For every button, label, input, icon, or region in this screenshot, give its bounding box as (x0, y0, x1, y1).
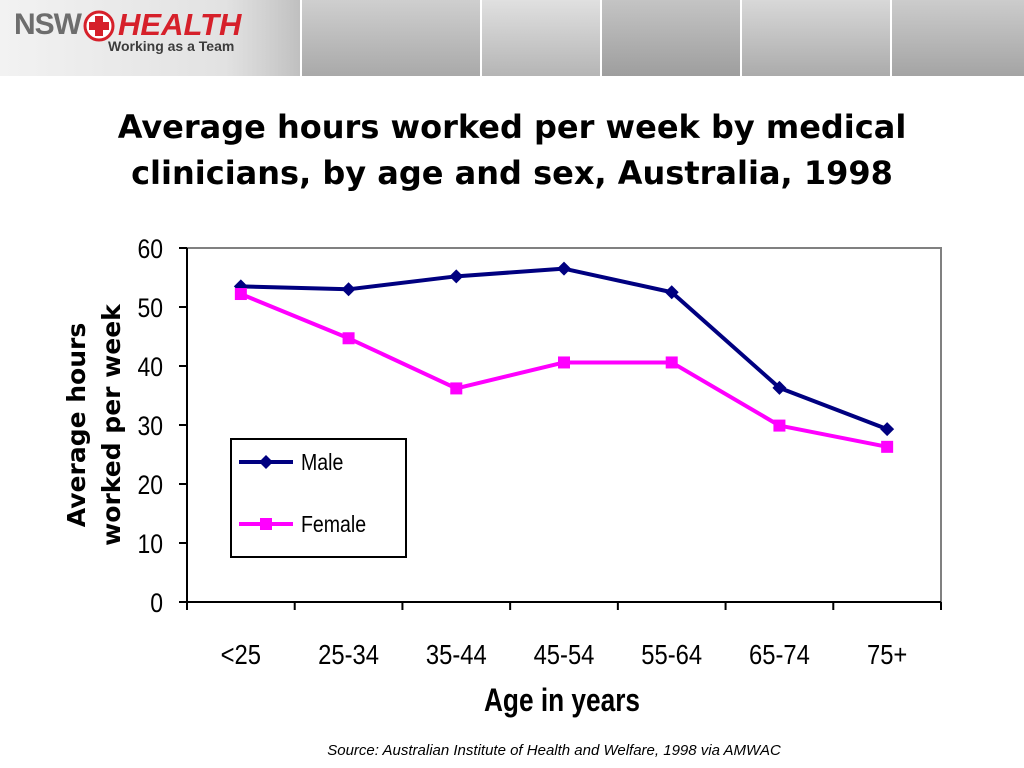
y-tick-label: 10 (137, 529, 163, 559)
logo-text-health: HEALTH (118, 7, 242, 42)
x-tick-label: 55-64 (641, 638, 702, 670)
banner-photo (600, 0, 742, 76)
legend-label: Male (301, 450, 343, 476)
banner-photo (300, 0, 482, 76)
data-point-marker (259, 455, 273, 469)
banner-photo (890, 0, 1024, 76)
data-point-marker (233, 279, 248, 294)
slide-title: Average hours worked per week by medical… (117, 108, 907, 192)
y-tick-label: 40 (137, 352, 163, 382)
axes: 0 10 20 30 40 50 60 <25 25-34 35-44 45-54 55-64 65-7… (137, 234, 942, 670)
data-point-marker (449, 269, 464, 284)
data-point-marker (664, 285, 679, 300)
logo: NSW HEALTH Working as a Team (0, 0, 300, 76)
x-tick-label: 25-34 (318, 638, 379, 670)
series-layer (233, 261, 895, 453)
data-point-marker (342, 332, 355, 345)
legend-label: Female (301, 512, 366, 538)
waratah-cross-icon (83, 10, 115, 42)
series-male (233, 261, 895, 437)
legend: Male Female (230, 438, 407, 558)
data-point-marker (772, 380, 787, 395)
x-tick-label: 65-74 (749, 638, 810, 670)
y-tick-label: 60 (137, 234, 163, 264)
data-point-marker (665, 356, 678, 369)
data-point-marker (558, 356, 570, 369)
y-tick-label: 30 (137, 411, 163, 441)
data-point-marker (341, 282, 356, 297)
legend-box (230, 438, 407, 558)
data-point-marker (773, 419, 786, 432)
data-point-marker (260, 518, 272, 530)
y-axis-label-line: worked per week (97, 303, 126, 546)
y-tick-label: 50 (137, 293, 163, 323)
header-banner: NSW HEALTH Working as a Team (0, 0, 1024, 76)
series-line (240, 266, 888, 431)
logo-text-nsw: NSW (14, 8, 82, 41)
logo-tagline: Working as a Team (108, 38, 235, 54)
y-tick-label: 0 (150, 588, 163, 618)
data-point-marker (450, 382, 463, 395)
banner-photo (480, 0, 602, 76)
series-female (234, 288, 894, 453)
x-tick-label: 45-54 (534, 638, 595, 670)
source-note: Source: Australian Institute of Health a… (327, 742, 781, 759)
y-axis-label-line: Average hours (62, 323, 91, 527)
x-tick-label: 35-44 (426, 638, 487, 670)
legend-item: Male (239, 450, 343, 476)
x-axis-label: Age in years (484, 684, 640, 719)
series-line (240, 292, 888, 449)
x-tick-label: <25 (221, 638, 261, 670)
data-point-marker (557, 261, 571, 276)
legend-item: Female (239, 512, 366, 538)
y-axis-label: Average hours worked per week (62, 303, 126, 546)
line-chart: Average hours worked per week 0 10 20 30 40 50… (62, 234, 942, 719)
banner-photo (740, 0, 892, 76)
data-point-marker (880, 422, 895, 437)
x-tick-label: 75+ (867, 638, 907, 670)
y-tick-label: 20 (137, 470, 163, 500)
data-point-marker (234, 288, 247, 301)
data-point-marker (881, 440, 894, 453)
